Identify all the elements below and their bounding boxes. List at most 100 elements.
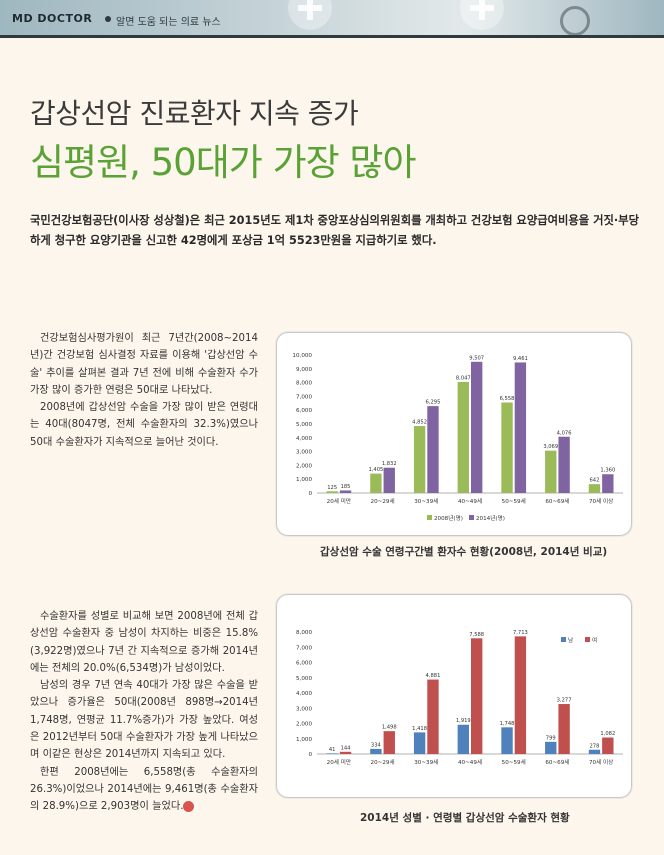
legend-label: 2008년(명) bbox=[434, 514, 463, 522]
article-intro: 국민건강보험공단(이사장 성상철)은 최근 2015년도 제1차 중앙포상심의위… bbox=[30, 214, 639, 247]
y-tick-label: 5,000 bbox=[296, 422, 312, 428]
legend-swatch bbox=[585, 637, 590, 642]
bullet-icon bbox=[105, 16, 111, 22]
x-tick-label: 30~39세 bbox=[414, 497, 438, 505]
x-tick-label: 20~29세 bbox=[371, 497, 395, 505]
bar-series1 bbox=[545, 450, 557, 493]
data-label: 642 bbox=[590, 478, 600, 484]
article-title-line2: 심평원, 50대가 가장 많아 bbox=[30, 141, 416, 184]
data-label: 3,277 bbox=[557, 698, 572, 704]
y-tick-label: 6,000 bbox=[296, 408, 312, 414]
x-tick-label: 40~49세 bbox=[458, 758, 482, 766]
data-label: 4,852 bbox=[412, 420, 427, 426]
x-tick-label: 20~29세 bbox=[371, 758, 395, 766]
data-label: 125 bbox=[327, 485, 337, 491]
bar-series2 bbox=[514, 636, 527, 754]
y-tick-label: 7,000 bbox=[296, 394, 312, 400]
y-tick-label: 3,000 bbox=[296, 450, 312, 456]
data-label: 3,069 bbox=[543, 444, 558, 450]
bar-series2 bbox=[471, 361, 483, 493]
chart-1-caption: 갑상선암 수술 연령구간별 환자수 현황(2008년, 2014년 비교) bbox=[320, 546, 608, 558]
data-label: 9,507 bbox=[469, 355, 484, 361]
data-label: 1,748 bbox=[500, 721, 515, 727]
data-label: 1,082 bbox=[600, 731, 615, 737]
data-label: 4,881 bbox=[426, 673, 441, 679]
bar-series2 bbox=[427, 406, 439, 493]
bar-series1 bbox=[326, 491, 338, 493]
x-tick-label: 20세 미만 bbox=[327, 497, 351, 505]
bar-series1 bbox=[457, 724, 469, 754]
bar-series1 bbox=[545, 741, 557, 754]
y-tick-label: 10,000 bbox=[292, 353, 312, 359]
legend-swatch bbox=[427, 515, 432, 520]
paragraph-text: 수술환자를 성별로 비교해 보면 2008년에 전체 갑상선암 수술환자 중 남… bbox=[30, 611, 258, 674]
bar-series2 bbox=[558, 704, 570, 754]
data-label: 278 bbox=[590, 743, 600, 749]
chart-1: 0 1,000 2,000 3,000 4,000 5,000 6,000 7,000 8,00… bbox=[292, 353, 623, 522]
bar-series1 bbox=[588, 484, 601, 493]
data-label: 7,588 bbox=[469, 632, 484, 638]
legend-label: 남 bbox=[568, 636, 573, 644]
y-tick-label: 0 bbox=[308, 491, 312, 497]
y-tick-label: 1,000 bbox=[296, 737, 312, 743]
medical-cross-icon bbox=[288, 0, 332, 30]
x-tick-label: 60~69세 bbox=[545, 497, 569, 505]
x-tick-label: 60~69세 bbox=[545, 758, 569, 766]
x-tick-label: 70세 이상 bbox=[589, 497, 613, 505]
chart-2-caption: 2014년 성별 · 연령별 갑상선암 수술환자 현황 bbox=[360, 812, 570, 824]
data-label: 6,558 bbox=[500, 396, 515, 402]
data-label: 334 bbox=[371, 742, 382, 748]
data-label: 1,405 bbox=[368, 467, 383, 473]
y-tick-label: 2,000 bbox=[296, 722, 312, 728]
y-tick-label: 3,000 bbox=[296, 706, 312, 712]
bar-series2 bbox=[339, 751, 352, 754]
bar-series1 bbox=[370, 473, 382, 493]
bar-series1 bbox=[413, 426, 426, 493]
y-tick-label: 1,000 bbox=[296, 477, 312, 483]
data-label: 9,461 bbox=[513, 356, 528, 362]
chart-2: 0 1,000 2,000 3,000 4,000 5,000 6,000 7,000 8,00… bbox=[296, 630, 623, 766]
data-label: 185 bbox=[341, 484, 351, 490]
x-tick-label: 50~59세 bbox=[502, 758, 526, 766]
bar-series1 bbox=[370, 748, 382, 754]
bar-series1 bbox=[457, 381, 469, 493]
y-tick-label: 8,000 bbox=[296, 630, 312, 636]
data-label: 1,418 bbox=[412, 726, 427, 732]
data-label: 7,713 bbox=[513, 630, 528, 636]
paragraph-text: 한편 2008년에는 6,558명(총 수술환자의 26.3%)이었으나 201… bbox=[30, 764, 258, 816]
medical-cross-icon bbox=[460, 0, 504, 30]
chart-1-frame: 0 1,000 2,000 3,000 4,000 5,000 6,000 7,000 8,00… bbox=[276, 332, 632, 536]
page-header: MD DOCTOR 알면 도움 되는 의료 뉴스 bbox=[0, 0, 664, 38]
bar-series2 bbox=[427, 679, 439, 754]
data-label: 144 bbox=[341, 745, 352, 751]
data-label: 41 bbox=[329, 747, 336, 753]
data-label: 1,360 bbox=[600, 468, 615, 474]
section-subtitle: 알면 도움 되는 의료 뉴스 bbox=[116, 17, 221, 28]
y-tick-label: 0 bbox=[308, 752, 312, 758]
y-tick-label: 2,000 bbox=[296, 463, 312, 469]
bar-series2 bbox=[514, 362, 527, 493]
x-tick-label: 50~59세 bbox=[502, 497, 526, 505]
body-paragraph-1: 건강보험심사평가원이 최근 7년간(2008~2014년)간 건강보험 심사결정… bbox=[30, 330, 258, 451]
x-tick-label: 70세 이상 bbox=[589, 758, 613, 766]
legend-label: 2014년(명) bbox=[476, 514, 505, 522]
magazine-brand: MD DOCTOR bbox=[12, 12, 93, 25]
bar-series2 bbox=[383, 731, 395, 754]
bar-series2 bbox=[602, 474, 614, 493]
data-label: 4,076 bbox=[557, 430, 572, 436]
bar-series1 bbox=[413, 732, 426, 754]
chart-2-frame: 0 1,000 2,000 3,000 4,000 5,000 6,000 7,000 8,00… bbox=[276, 594, 632, 798]
y-tick-label: 4,000 bbox=[296, 691, 312, 697]
y-tick-label: 9,000 bbox=[296, 367, 312, 373]
y-tick-label: 6,000 bbox=[296, 661, 312, 667]
bar-series2 bbox=[558, 436, 570, 493]
data-label: 1,498 bbox=[382, 725, 397, 731]
bar-series1 bbox=[588, 749, 601, 754]
bar-series2 bbox=[383, 467, 395, 493]
legend-swatch bbox=[561, 637, 566, 642]
bar-series2 bbox=[471, 638, 483, 754]
x-tick-label: 40~49세 bbox=[458, 497, 482, 505]
legend-swatch bbox=[469, 515, 474, 520]
y-tick-label: 8,000 bbox=[296, 381, 312, 387]
data-label: 1,919 bbox=[456, 718, 471, 724]
